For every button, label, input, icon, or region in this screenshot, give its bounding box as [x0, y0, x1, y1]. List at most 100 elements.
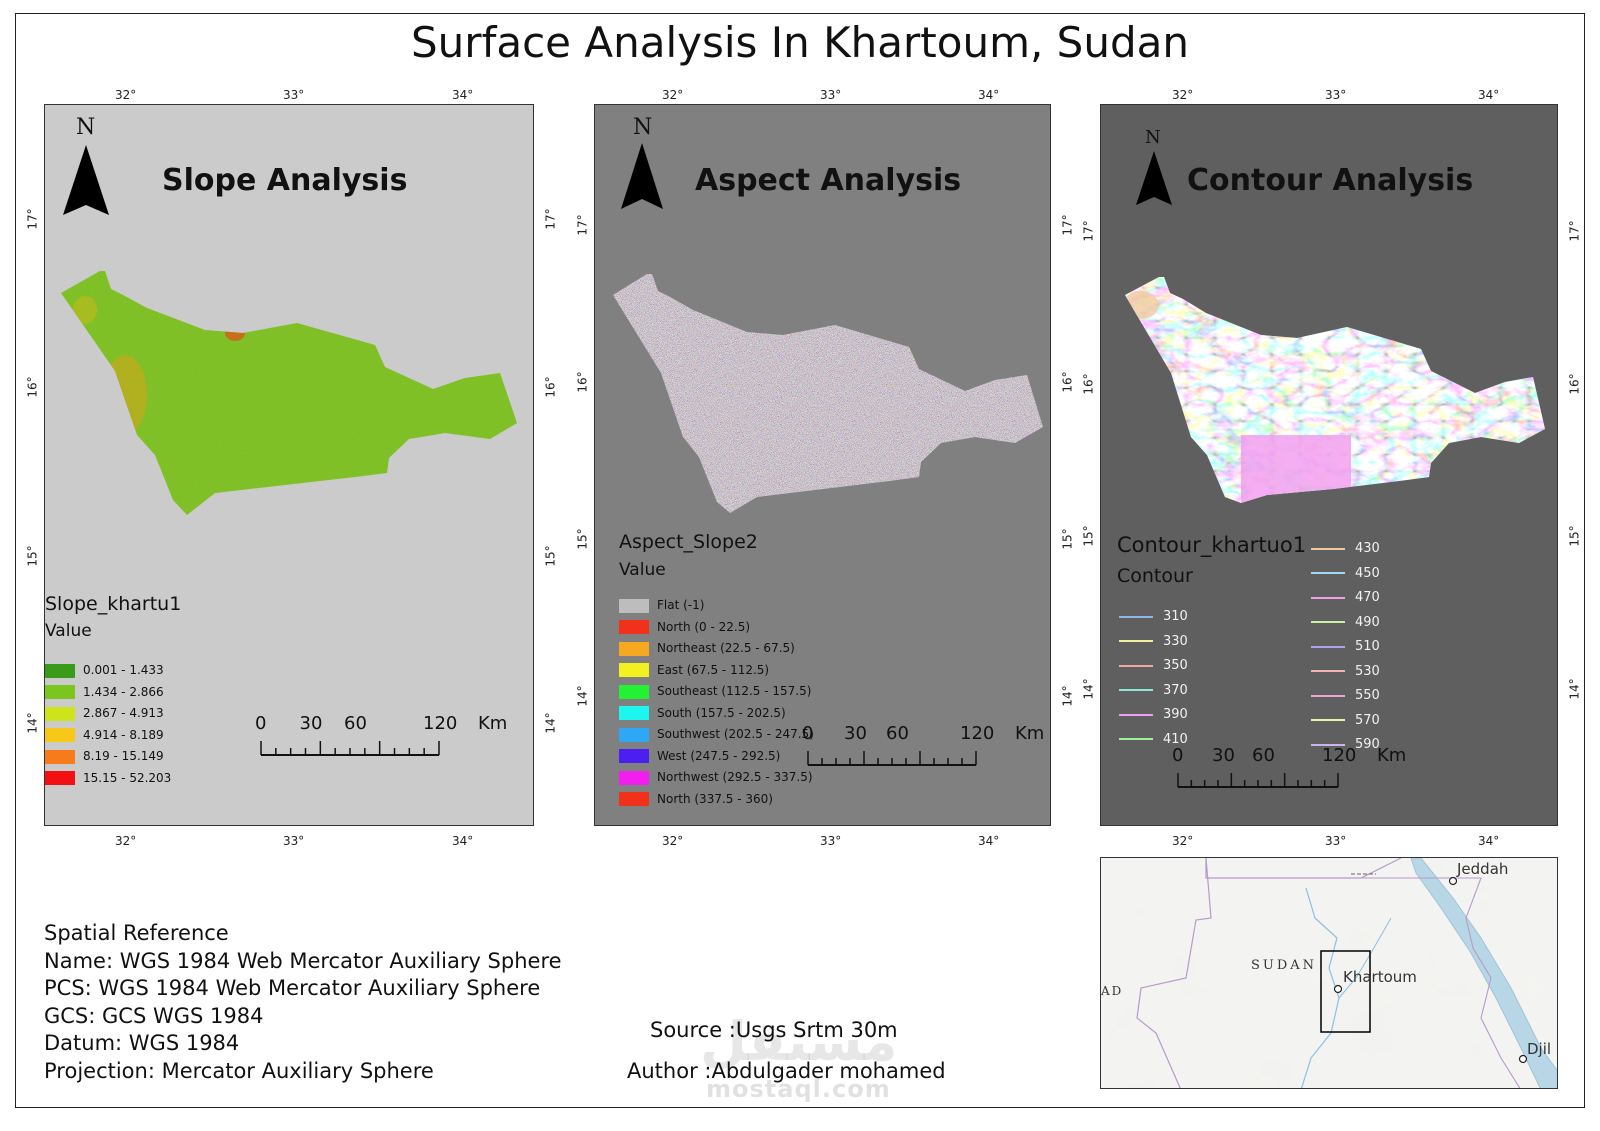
- legend-item: 1.434 - 2.866: [45, 685, 164, 699]
- map-title: Surface Analysis In Khartoum, Sudan: [411, 18, 1189, 67]
- latitude-tick-label: 14°: [1060, 685, 1075, 707]
- legend-item: 4.914 - 8.189: [45, 728, 164, 742]
- legend-item: 430: [1311, 541, 1380, 556]
- legend-item: 330: [1119, 634, 1188, 649]
- legend-item: 2.867 - 4.913: [45, 706, 164, 721]
- legend-item: Southeast (112.5 - 157.5): [619, 684, 811, 699]
- legend-label: 550: [1355, 688, 1380, 703]
- legend-item: Northwest (292.5 - 337.5): [619, 770, 813, 785]
- legend-item: North (0 - 22.5): [619, 619, 751, 634]
- legend-label: 510: [1355, 639, 1380, 654]
- latitude-tick-label: 14°: [1081, 678, 1096, 700]
- latitude-tick-label: 15°: [25, 545, 40, 567]
- north-arrow-icon: [621, 143, 663, 209]
- scale-bar-label: 60: [344, 713, 367, 734]
- scale-bar-graphic: [1177, 773, 1339, 788]
- slope-legend-subtitle: Value: [45, 621, 92, 641]
- contour-map-svg: [1125, 277, 1545, 503]
- latitude-tick-label: 14°: [1567, 678, 1582, 700]
- latitude-tick-label: 15°: [543, 545, 558, 567]
- legend-swatch: [619, 684, 649, 699]
- chad-label: AD: [1101, 984, 1124, 998]
- north-label: N: [633, 115, 653, 140]
- sudan-label: SUDAN: [1251, 958, 1318, 973]
- aspect-panel: N Aspect Analysis Aspect_Slope2 Value Fl…: [594, 104, 1051, 826]
- longitude-tick-label: 33°: [283, 88, 305, 102]
- legend-swatch: [45, 728, 75, 742]
- legend-label: North (0 - 22.5): [657, 619, 751, 634]
- latitude-tick-label: 17°: [1567, 220, 1582, 242]
- legend-item: West (247.5 - 292.5): [619, 748, 781, 763]
- north-arrow-icon: [63, 145, 109, 215]
- scale-bar-unit: Km: [1015, 723, 1045, 744]
- north-arrow-icon: [1136, 151, 1172, 205]
- legend-label: 8.19 - 15.149: [83, 749, 164, 763]
- legend-item: Flat (-1): [619, 598, 704, 613]
- map-frame: [15, 13, 1585, 1108]
- locator-inset-map: Jeddah SUDAN Khartoum AD Djil: [1100, 857, 1558, 1089]
- legend-line-swatch: [1119, 689, 1153, 691]
- legend-line-swatch: [1311, 547, 1345, 550]
- legend-line-swatch: [1311, 645, 1345, 648]
- latitude-tick-label: 15°: [575, 528, 590, 550]
- scale-bar-label: 0: [802, 723, 814, 744]
- latitude-tick-label: 16°: [575, 371, 590, 393]
- legend-line-swatch: [1311, 596, 1345, 599]
- legend-swatch: [619, 598, 649, 613]
- source-text: Source :Usgs Srtm 30m: [650, 1018, 898, 1042]
- scale-bar-label: 0: [1172, 745, 1184, 766]
- slope-panel: N Slope Analysis Slope_khartu1 Value 0.0…: [44, 104, 534, 826]
- legend-label: 310: [1163, 609, 1188, 624]
- legend-item: 350: [1119, 658, 1188, 673]
- contour-panel: N Contour Analysis Contour_khartuo1 Cont…: [1100, 104, 1558, 826]
- legend-swatch: [45, 771, 75, 785]
- longitude-tick-label: 32°: [1172, 834, 1194, 848]
- legend-swatch: [619, 792, 649, 806]
- legend-label: 530: [1355, 663, 1380, 679]
- spatial-reference-pcs: PCS: WGS 1984 Web Mercator Auxiliary Sph…: [44, 976, 541, 1001]
- longitude-tick-label: 32°: [662, 88, 684, 102]
- legend-label: North (337.5 - 360): [657, 791, 773, 806]
- legend-label: South (157.5 - 202.5): [657, 705, 786, 720]
- scale-bar-label: 120: [960, 723, 995, 744]
- legend-label: West (247.5 - 292.5): [657, 748, 781, 763]
- scale-bar-label: 30: [299, 713, 323, 734]
- latitude-tick-label: 17°: [25, 208, 40, 230]
- legend-item: 450: [1311, 566, 1380, 581]
- scale-bar-unit: Km: [478, 713, 508, 734]
- legend-label: Flat (-1): [657, 598, 705, 612]
- latitude-tick-label: 16°: [543, 376, 558, 398]
- longitude-tick-label: 33°: [820, 834, 842, 848]
- latitude-tick-label: 16°: [1081, 373, 1096, 395]
- legend-label: 0.001 - 1.433: [83, 663, 164, 677]
- legend-label: 590: [1355, 737, 1380, 752]
- longitude-tick-label: 33°: [1325, 88, 1347, 102]
- scale-bar-label: 120: [1322, 745, 1357, 766]
- legend-line-swatch: [1311, 621, 1345, 623]
- scale-bar-label: 30: [844, 723, 867, 744]
- legend-label: 350: [1163, 658, 1188, 673]
- spatial-reference-gcs: GCS: GCS WGS 1984: [44, 1003, 264, 1028]
- latitude-tick-label: 17°: [1081, 220, 1096, 242]
- scale-bar-graphic: [260, 741, 440, 756]
- legend-label: 370: [1163, 682, 1188, 698]
- longitude-tick-label: 32°: [1172, 88, 1194, 102]
- legend-label: 430: [1355, 541, 1380, 556]
- latitude-tick-label: 16°: [25, 376, 40, 398]
- spatial-reference-name: Name: WGS 1984 Web Mercator Auxiliary Sp…: [44, 948, 562, 973]
- latitude-tick-label: 16°: [1567, 373, 1582, 395]
- longitude-tick-label: 34°: [978, 834, 1000, 848]
- spatial-reference-projection: Projection: Mercator Auxiliary Sphere: [44, 1058, 434, 1083]
- spatial-reference-block: Spatial Reference Name: WGS 1984 Web Mer…: [44, 920, 562, 1086]
- longitude-tick-label: 32°: [115, 88, 137, 102]
- legend-swatch: [619, 663, 649, 677]
- jeddah-point: [1448, 876, 1458, 886]
- contour-legend-subtitle: Contour: [1117, 565, 1193, 587]
- longitude-tick-label: 32°: [662, 834, 684, 848]
- legend-item: 410: [1119, 732, 1188, 747]
- latitude-tick-label: 15°: [1081, 525, 1096, 547]
- legend-swatch: [45, 749, 75, 764]
- legend-label: 330: [1163, 633, 1188, 649]
- longitude-tick-label: 34°: [1478, 834, 1500, 848]
- legend-item: 510: [1311, 639, 1380, 654]
